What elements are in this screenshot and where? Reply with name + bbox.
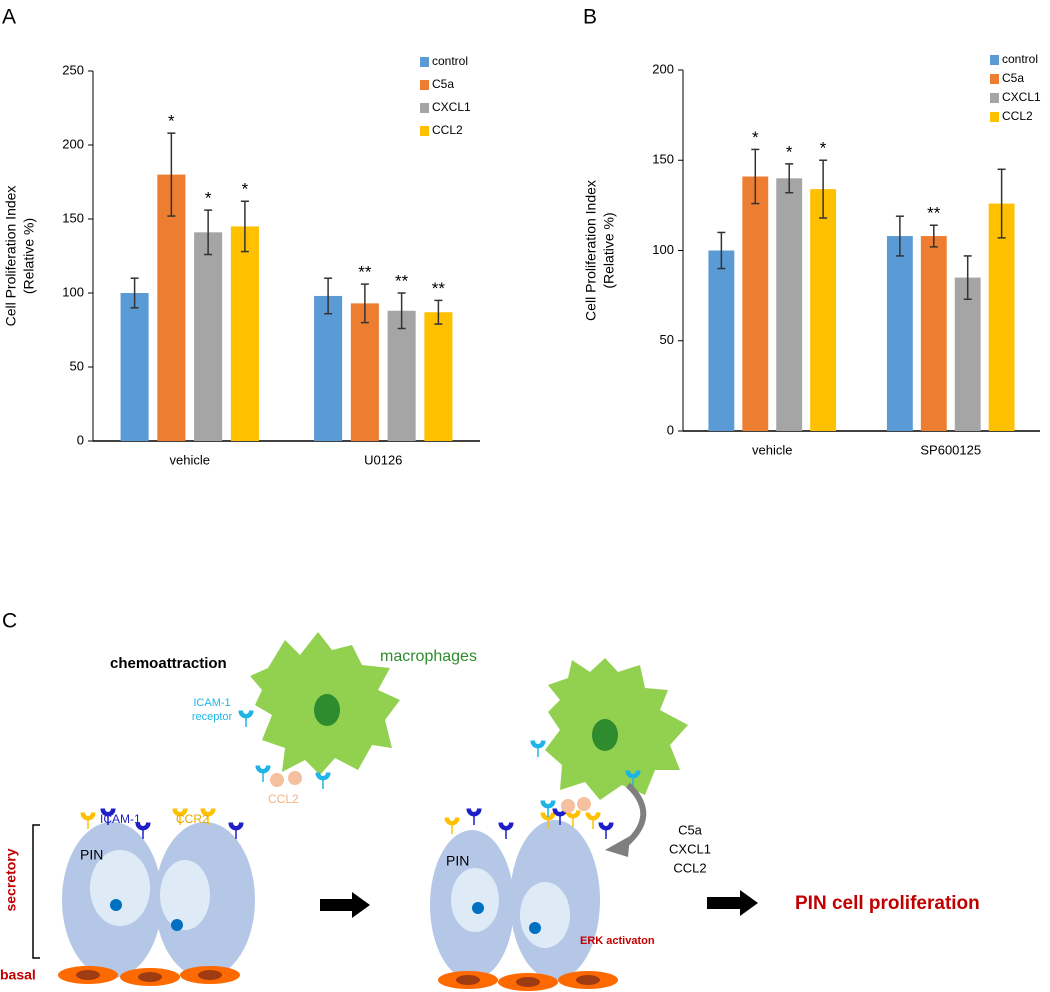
label: PIN xyxy=(80,847,103,863)
y-tick-label: 0 xyxy=(77,432,84,447)
significance: * xyxy=(168,112,175,131)
basal-cells xyxy=(58,966,618,991)
bar xyxy=(708,250,735,431)
label: basal xyxy=(0,967,36,983)
significance: ** xyxy=(432,279,446,298)
legend-label: CCL2 xyxy=(432,123,463,137)
bar xyxy=(350,303,379,441)
significance: ** xyxy=(927,204,941,223)
label: CCL2 xyxy=(673,860,706,875)
legend-swatch xyxy=(420,126,429,136)
y-tick-label: 150 xyxy=(62,210,84,225)
y-tick-label: 200 xyxy=(62,136,84,151)
legend-swatch xyxy=(420,103,429,113)
arrow-head xyxy=(605,836,630,857)
y-tick-label: 100 xyxy=(652,242,674,257)
legend-swatch xyxy=(990,74,999,84)
y-axis-label: Cell Proliferation Index xyxy=(3,186,19,327)
significance: ** xyxy=(358,263,372,282)
y-tick-label: 150 xyxy=(652,152,674,167)
bar xyxy=(194,232,223,441)
bar xyxy=(954,277,981,431)
legend-label: CXCL1 xyxy=(432,100,471,114)
legend-label: C5a xyxy=(432,77,454,91)
bar xyxy=(387,310,416,441)
cell-nucleus xyxy=(110,899,541,934)
significance: * xyxy=(205,189,212,208)
bar xyxy=(157,174,186,441)
x-tick-label: vehicle xyxy=(170,452,210,467)
x-tick-label: vehicle xyxy=(752,442,792,457)
significance: * xyxy=(752,128,759,147)
legend-label: CXCL1 xyxy=(1002,90,1041,104)
y-tick-label: 50 xyxy=(660,332,674,347)
y-tick-label: 200 xyxy=(652,61,674,76)
legend-swatch xyxy=(990,55,999,65)
label: CXCL1 xyxy=(669,841,711,856)
label: CCL2 xyxy=(268,792,299,806)
legend-label: CCL2 xyxy=(1002,109,1033,123)
panel-label: B xyxy=(583,6,597,29)
label: CCR2 xyxy=(176,812,209,826)
label: ICAM-1 xyxy=(100,812,141,826)
legend-label: control xyxy=(432,54,468,68)
legend-label: C5a xyxy=(1002,71,1024,85)
bar xyxy=(314,295,343,441)
nucleus xyxy=(314,694,340,726)
label: C5a xyxy=(678,822,703,837)
y-tick-label: 0 xyxy=(667,422,674,437)
y-tick-label: 100 xyxy=(62,284,84,299)
panel-label: C xyxy=(2,610,17,633)
arrow xyxy=(707,890,758,916)
bar xyxy=(776,178,803,431)
diagram: C chemoattraction macrophages ICAM-1 rec… xyxy=(0,610,980,991)
bar xyxy=(988,203,1015,431)
bar xyxy=(230,226,259,441)
y-axis-label: (Relative %) xyxy=(21,218,37,294)
label: secretory xyxy=(3,848,19,911)
bar xyxy=(120,293,149,441)
significance: ** xyxy=(395,271,409,290)
bar xyxy=(810,189,837,431)
y-tick-label: 50 xyxy=(70,358,84,373)
bracket xyxy=(32,824,40,959)
label: chemoattraction xyxy=(110,655,227,672)
nucleus xyxy=(592,719,618,751)
label: ICAM-1 xyxy=(193,697,230,709)
label: macrophages xyxy=(380,648,477,665)
bar xyxy=(920,236,947,431)
y-axis-label: (Relative %) xyxy=(601,212,617,288)
bar xyxy=(424,312,453,441)
y-axis-label: Cell Proliferation Index xyxy=(583,180,599,321)
legend-label: control xyxy=(1002,52,1038,66)
label: PIN cell proliferation xyxy=(795,893,980,914)
y-tick-label: 250 xyxy=(62,62,84,77)
significance: * xyxy=(820,139,827,158)
label: PIN xyxy=(446,853,469,869)
bar xyxy=(742,176,769,431)
x-tick-label: SP600125 xyxy=(920,442,981,457)
legend-swatch xyxy=(990,93,999,103)
legend-swatch xyxy=(420,80,429,90)
significance: * xyxy=(242,180,249,199)
panel-label: A xyxy=(2,6,16,29)
cell-inner xyxy=(90,850,570,948)
legend-swatch xyxy=(990,112,999,122)
x-tick-label: U0126 xyxy=(364,452,402,467)
arrow xyxy=(320,892,370,918)
ccr2-receptors xyxy=(80,808,601,835)
ccl2-ligands xyxy=(270,771,591,813)
curved-arrow xyxy=(622,782,647,848)
significance: * xyxy=(786,142,793,161)
label: receptor xyxy=(192,711,233,723)
legend-swatch xyxy=(420,57,429,67)
bar xyxy=(886,236,913,431)
label: ERK activaton xyxy=(580,935,655,947)
